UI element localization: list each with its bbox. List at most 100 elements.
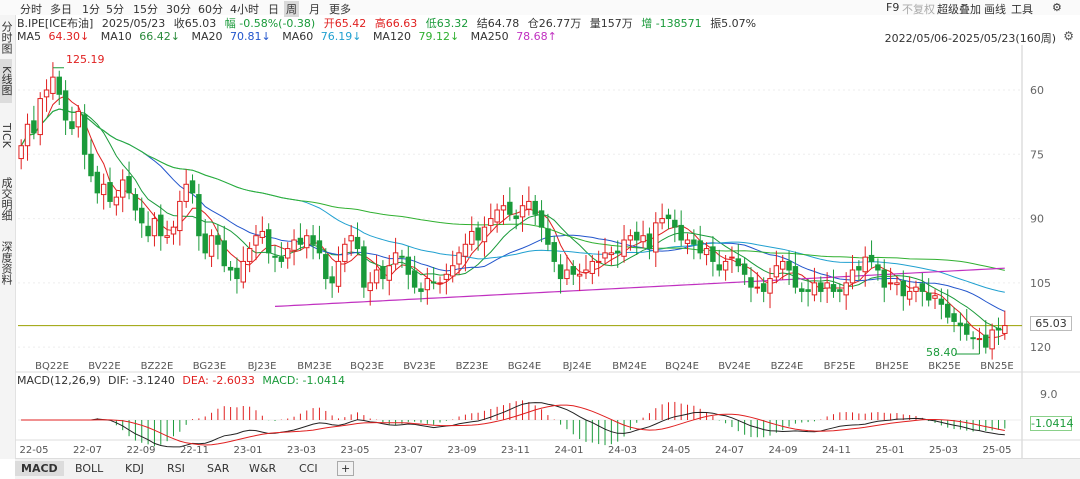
candle-body xyxy=(919,283,926,292)
tab-wr[interactable]: W&R xyxy=(249,462,277,475)
candle-body xyxy=(234,267,240,280)
candle-body xyxy=(906,290,913,300)
candle-body xyxy=(944,303,951,318)
date-label: 24-11 xyxy=(822,445,851,456)
candle-body xyxy=(500,205,507,211)
date-label: 24-03 xyxy=(608,445,637,456)
candle-body xyxy=(335,260,342,287)
period-tab[interactable]: 4小时 xyxy=(230,3,259,16)
contract-label: BV24E xyxy=(718,361,750,372)
candle-body xyxy=(100,183,107,196)
tab-sar[interactable]: SAR xyxy=(207,462,230,475)
candle-body xyxy=(589,260,596,274)
date-label: 24-09 xyxy=(768,445,797,456)
candle-body xyxy=(424,278,431,291)
candle-body xyxy=(951,313,957,322)
candle-body xyxy=(253,235,259,246)
period-tab[interactable]: 30分 xyxy=(166,3,191,16)
ma10-label: MA10 66.42↓ xyxy=(100,30,180,43)
tab-rsi[interactable]: RSI xyxy=(167,462,185,475)
draw-button[interactable]: 画线 xyxy=(984,3,1006,16)
period-tab[interactable]: 多日 xyxy=(50,3,72,16)
tab-macd[interactable]: MACD xyxy=(15,461,64,476)
candle-body xyxy=(24,123,31,147)
date-label: 24-07 xyxy=(715,445,744,456)
candle-body xyxy=(646,233,653,250)
contract-label: BG23E xyxy=(193,361,226,372)
last-price-tag: 65.03 xyxy=(1030,316,1072,331)
period-tab[interactable]: 月 xyxy=(309,3,320,16)
period-tab[interactable]: 60分 xyxy=(198,3,223,16)
contract-label: BV22E xyxy=(88,361,120,372)
side-tabs: 分时图 K线图 TICK 成交明细 深度资料 xyxy=(0,15,16,459)
side-tab-tick[interactable]: TICK xyxy=(0,122,13,148)
candle-body xyxy=(469,230,475,245)
candle-body xyxy=(170,226,177,235)
period-tab[interactable]: 更多 xyxy=(329,3,351,16)
date-label: 22-09 xyxy=(126,445,155,456)
side-tab-detail[interactable]: 成交明细 xyxy=(0,177,13,221)
overlay-button[interactable]: 超级叠加 xyxy=(937,3,981,16)
quote-oi-change: 增 -138571 xyxy=(641,17,702,30)
contract-label: BJ24E xyxy=(563,361,592,372)
side-tab-depth[interactable]: 深度资料 xyxy=(0,241,13,285)
candle-body xyxy=(449,265,456,277)
tab-kdj[interactable]: KDJ xyxy=(125,462,144,475)
period-tab[interactable]: 日 xyxy=(268,3,279,16)
candle-body xyxy=(164,235,170,238)
price-tick-label: 120 xyxy=(1030,341,1051,354)
tools-button[interactable]: 工具 xyxy=(1011,3,1033,16)
high-annotation: 125.19 xyxy=(66,53,105,66)
period-tab[interactable]: 5分 xyxy=(106,3,124,16)
candle-body xyxy=(989,329,995,350)
candle-body xyxy=(81,114,88,155)
settings-icon[interactable]: ⚙ xyxy=(1052,1,1062,14)
side-tab-kline[interactable]: K线图 xyxy=(0,59,13,103)
candle-body xyxy=(513,215,519,220)
period-tab[interactable]: 分时 xyxy=(20,3,42,16)
candle-body xyxy=(995,327,1002,331)
candle-body xyxy=(1002,325,1008,334)
candle-body xyxy=(887,282,894,285)
candle-body xyxy=(354,236,361,250)
candle-body xyxy=(767,278,773,294)
candle-body xyxy=(875,264,881,271)
quote-open: 开65.42 xyxy=(323,17,367,30)
contract-label: BV23E xyxy=(403,361,435,372)
side-tab-timeshare[interactable]: 分时图 xyxy=(0,20,13,54)
tab-cci[interactable]: CCI xyxy=(299,462,318,475)
candle-body xyxy=(824,282,830,289)
candle-body xyxy=(532,200,538,215)
candle-body xyxy=(691,239,697,245)
contract-label: BJ23E xyxy=(248,361,277,372)
candle-body xyxy=(259,230,266,238)
restore-right-button[interactable]: 不复权 xyxy=(902,3,935,16)
candle-body xyxy=(640,235,646,243)
candle-body xyxy=(392,252,399,265)
candle-body xyxy=(608,252,615,256)
price-tick-label: 60 xyxy=(1030,84,1044,97)
period-tab[interactable]: 1分 xyxy=(82,3,100,16)
candle-body xyxy=(69,121,75,130)
candle-body xyxy=(202,233,208,254)
candle-body xyxy=(856,266,862,271)
candle-body xyxy=(430,281,437,284)
ma10-line xyxy=(20,108,1005,332)
candle-body xyxy=(843,282,849,296)
add-indicator-button[interactable]: + xyxy=(337,461,355,476)
candle-body xyxy=(119,179,126,198)
date-label: 25-01 xyxy=(875,445,904,456)
date-label: 25-03 xyxy=(929,445,958,456)
tab-boll[interactable]: BOLL xyxy=(75,462,104,475)
period-tab-selected[interactable]: 周 xyxy=(284,1,299,17)
candle-body xyxy=(519,205,526,218)
dea-line xyxy=(21,404,1005,446)
candle-body xyxy=(304,235,310,249)
candle-body xyxy=(754,286,761,289)
f9-button[interactable]: F9 xyxy=(886,1,900,14)
candle-body xyxy=(932,295,938,299)
gear-icon[interactable]: ⚙ xyxy=(1063,29,1074,43)
candle-body xyxy=(665,214,672,220)
period-tab[interactable]: 15分 xyxy=(133,3,158,16)
